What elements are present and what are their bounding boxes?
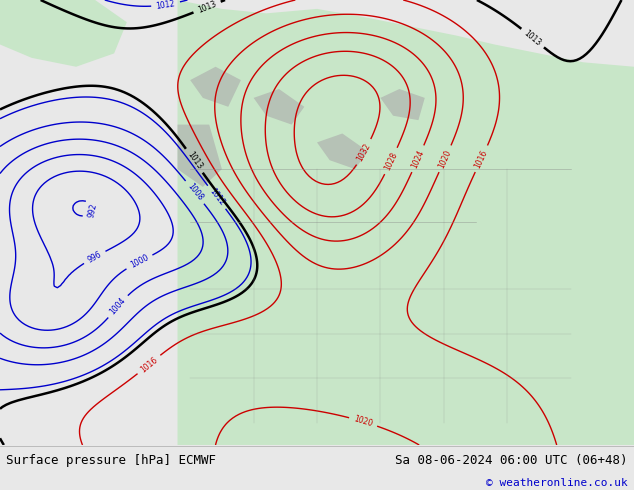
Text: 1020: 1020 [437,148,453,170]
Text: © weatheronline.co.uk: © weatheronline.co.uk [486,478,628,488]
Text: 1012: 1012 [155,0,176,11]
Text: Surface pressure [hPa] ECMWF: Surface pressure [hPa] ECMWF [6,454,216,467]
Text: 1012: 1012 [207,187,226,208]
Text: 1013: 1013 [197,0,217,15]
Text: 1016: 1016 [139,355,159,374]
Polygon shape [178,124,222,187]
Text: 1000: 1000 [129,253,150,270]
Text: 1004: 1004 [108,296,127,317]
Text: 996: 996 [86,250,103,265]
Text: Sa 08-06-2024 06:00 UTC (06+48): Sa 08-06-2024 06:00 UTC (06+48) [395,454,628,467]
Text: 992: 992 [87,202,99,218]
Text: 1008: 1008 [185,182,204,203]
Text: 1024: 1024 [410,148,426,170]
Text: 1020: 1020 [353,415,373,429]
Polygon shape [380,89,425,120]
Polygon shape [317,133,368,169]
Polygon shape [178,0,634,445]
Text: 1016: 1016 [474,148,489,170]
Polygon shape [0,0,127,67]
Polygon shape [190,67,241,107]
Text: 1032: 1032 [356,142,373,163]
Text: 1013: 1013 [522,28,543,48]
Polygon shape [254,89,304,124]
Text: 1028: 1028 [383,150,399,172]
Text: 1013: 1013 [185,150,204,171]
